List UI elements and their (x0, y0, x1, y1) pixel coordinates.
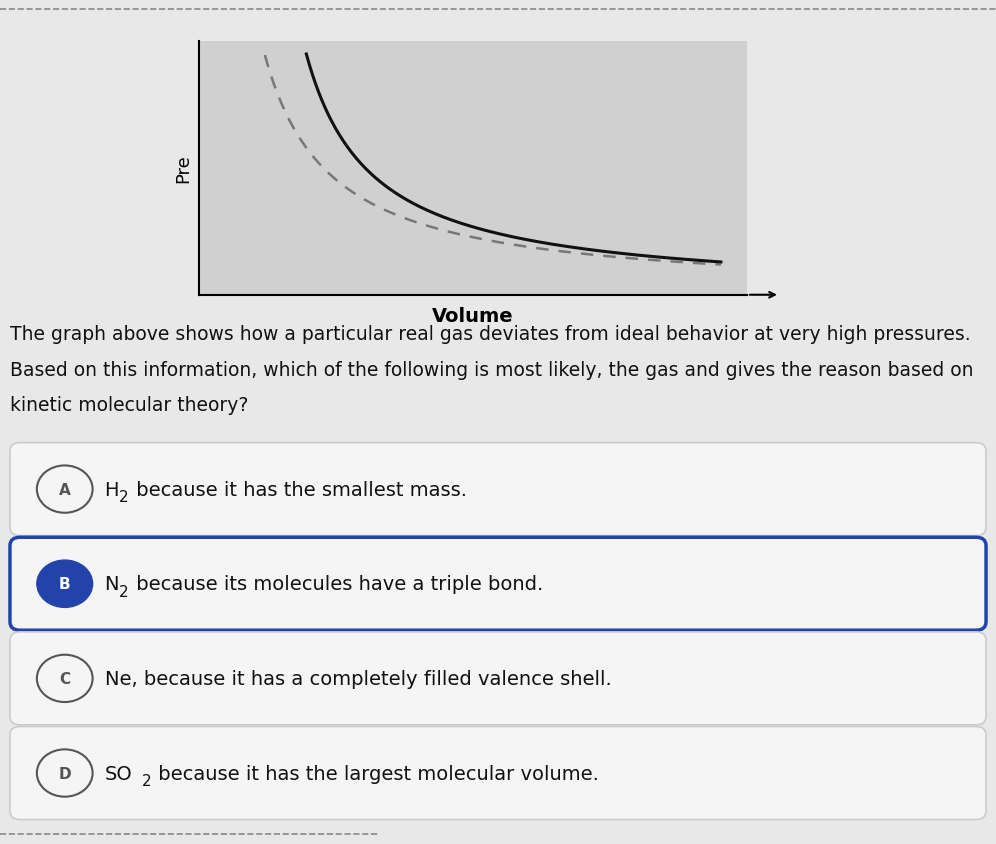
FancyBboxPatch shape (10, 632, 986, 725)
Text: B: B (59, 576, 71, 592)
Text: Ne, because it has a completely filled valence shell.: Ne, because it has a completely filled v… (105, 669, 612, 688)
Text: because it has the largest molecular volume.: because it has the largest molecular vol… (152, 764, 600, 782)
Text: N: N (105, 575, 120, 593)
FancyBboxPatch shape (10, 443, 986, 536)
Text: 2: 2 (141, 773, 151, 788)
Text: 2: 2 (119, 584, 128, 599)
Text: SO: SO (105, 764, 132, 782)
Text: Based on this information, which of the following is most likely, the gas and gi: Based on this information, which of the … (10, 360, 973, 379)
FancyBboxPatch shape (10, 727, 986, 820)
X-axis label: Volume: Volume (432, 306, 514, 326)
Y-axis label: Pre: Pre (174, 154, 192, 183)
Circle shape (37, 560, 93, 608)
Text: C: C (59, 671, 71, 686)
Text: because it has the smallest mass.: because it has the smallest mass. (130, 480, 467, 499)
Text: A: A (59, 482, 71, 497)
FancyBboxPatch shape (10, 538, 986, 630)
Text: because its molecules have a triple bond.: because its molecules have a triple bond… (130, 575, 544, 593)
Text: D: D (59, 766, 71, 781)
Text: kinetic molecular theory?: kinetic molecular theory? (10, 396, 248, 414)
Text: The graph above shows how a particular real gas deviates from ideal behavior at : The graph above shows how a particular r… (10, 325, 970, 344)
Text: H: H (105, 480, 120, 499)
Text: 2: 2 (119, 490, 128, 505)
